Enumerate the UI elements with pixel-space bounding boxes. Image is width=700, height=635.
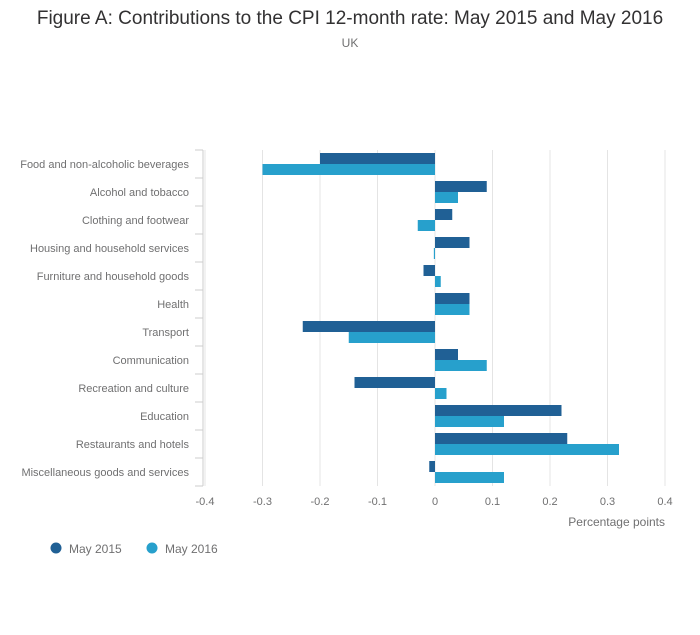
bar-may-2015[interactable]	[435, 181, 487, 192]
x-tick-label: 0.1	[485, 496, 500, 508]
bar-may-2015[interactable]	[435, 209, 453, 220]
x-tick-label: 0	[432, 496, 438, 508]
x-tick-label: -0.2	[311, 496, 330, 508]
bar-may-2015[interactable]	[435, 237, 470, 248]
legend: May 2015 May 2016	[50, 542, 218, 556]
bar-may-2015[interactable]	[354, 377, 436, 388]
bar-may-2016[interactable]	[435, 276, 441, 287]
y-axis: Food and non-alcoholic beverages Alcohol …	[20, 149, 204, 487]
chart-title: Figure A: Contributions to the CPI 12-mo…	[37, 8, 663, 29]
bar-may-2016[interactable]	[435, 192, 458, 203]
bar-may-2016[interactable]	[435, 304, 470, 315]
bar-may-2015[interactable]	[435, 293, 470, 304]
category-label: Education	[140, 411, 189, 423]
bar-may-2015[interactable]	[320, 153, 435, 164]
x-tick-label: 0.3	[600, 496, 615, 508]
bar-may-2016[interactable]	[262, 164, 436, 175]
bar-may-2015[interactable]	[429, 461, 435, 472]
bar-may-2015[interactable]	[423, 265, 436, 276]
legend-marker[interactable]	[146, 542, 158, 554]
bar-may-2015[interactable]	[435, 349, 458, 360]
bar-may-2015[interactable]	[435, 433, 568, 444]
x-tick-label: -0.3	[253, 496, 272, 508]
x-tick-label: 0.4	[657, 496, 672, 508]
category-label: Recreation and culture	[78, 383, 189, 395]
category-label: Communication	[113, 355, 189, 367]
x-tick-label: -0.4	[196, 496, 215, 508]
x-axis-title: Percentage points	[568, 515, 665, 529]
bars	[262, 153, 619, 483]
bar-may-2016[interactable]	[435, 360, 487, 371]
x-axis: -0.4 -0.3 -0.2 -0.1 0 0.1 0.2 0.3 0.4	[196, 496, 673, 508]
bar-may-2016[interactable]	[435, 416, 504, 427]
bar-may-2016[interactable]	[417, 220, 435, 231]
legend-label[interactable]: May 2015	[69, 542, 122, 556]
x-tick-label: -0.1	[368, 496, 387, 508]
bar-may-2016[interactable]	[435, 472, 504, 483]
category-label: Food and non-alcoholic beverages	[20, 159, 189, 171]
category-label: Restaurants and hotels	[76, 439, 190, 451]
bar-may-2015[interactable]	[302, 321, 435, 332]
category-label: Furniture and household goods	[37, 271, 190, 283]
category-label: Alcohol and tobacco	[90, 187, 189, 199]
category-label: Miscellaneous goods and services	[21, 467, 189, 479]
bar-may-2016[interactable]	[435, 388, 447, 399]
legend-marker[interactable]	[50, 542, 62, 554]
chart-subtitle: UK	[342, 36, 359, 50]
category-label: Housing and household services	[30, 243, 189, 255]
category-label: Transport	[142, 327, 189, 339]
x-tick-label: 0.2	[542, 496, 557, 508]
bar-may-2016[interactable]	[348, 332, 435, 343]
category-label: Clothing and footwear	[82, 215, 189, 227]
gridlines	[204, 150, 666, 486]
category-label: Health	[157, 299, 189, 311]
bar-may-2016[interactable]	[433, 248, 435, 259]
bar-may-2016[interactable]	[435, 444, 619, 455]
legend-label[interactable]: May 2016	[165, 542, 218, 556]
bar-may-2015[interactable]	[435, 405, 562, 416]
